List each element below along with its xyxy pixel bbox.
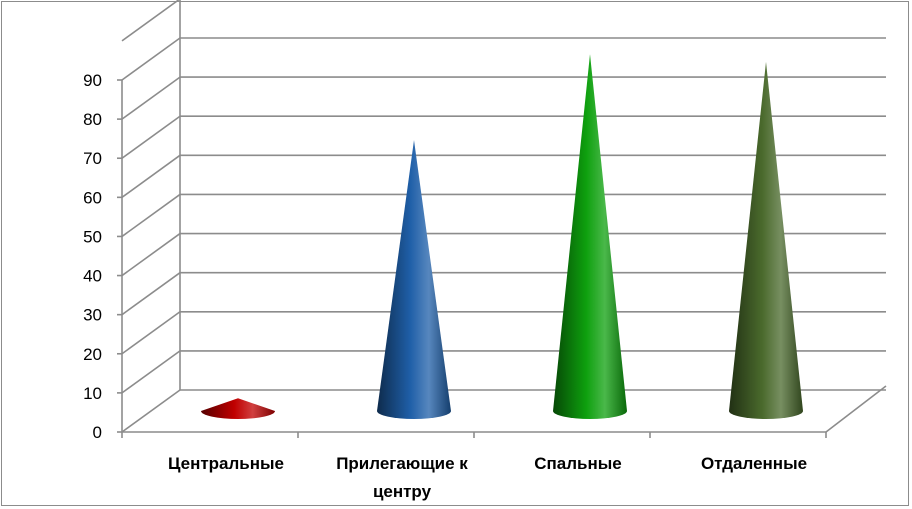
y-tick-label: 90 (83, 71, 102, 90)
cone-mark (377, 140, 451, 419)
gridline-depth (121, 37, 181, 81)
gridline-depth (121, 193, 181, 238)
y-tick-label: 70 (83, 149, 102, 168)
cone-mark (201, 398, 275, 419)
gridline-depth (121, 389, 181, 433)
y-tick-label: 30 (83, 306, 102, 325)
gridline-depth (121, 232, 181, 277)
y-tick-label: 50 (83, 227, 102, 246)
floor-right-edge (825, 385, 887, 433)
gridline-depth (121, 115, 181, 159)
cone-series (201, 54, 803, 420)
cone-mark (553, 54, 627, 419)
gridline-depth (121, 311, 181, 355)
y-tick-label: 60 (83, 188, 102, 207)
cone-mark (729, 61, 803, 420)
x-category-label: Прилегающие к центру (336, 454, 468, 501)
x-axis (121, 385, 887, 438)
x-category-label: Отдаленные (701, 454, 807, 473)
y-tick-label: 40 (83, 267, 102, 286)
x-axis-labels: Центральные Прилегающие к центру Спальные От… (168, 454, 807, 501)
gridline-depth (121, 0, 180, 42)
y-tick-label: 80 (83, 110, 102, 129)
y-tick-label: 10 (83, 384, 102, 403)
gridline-depth (121, 154, 181, 198)
y-axis-ticks: 0 10 20 30 40 50 60 70 80 90 (83, 71, 123, 442)
y-tick-label: 0 (93, 423, 102, 442)
x-category-label: Центральные (168, 454, 284, 473)
y-tick-label: 20 (83, 345, 102, 364)
gridline-depth (121, 76, 181, 120)
gridline-depth (121, 350, 181, 394)
x-category-label: Спальные (534, 454, 622, 473)
gridline-depth (121, 272, 181, 316)
